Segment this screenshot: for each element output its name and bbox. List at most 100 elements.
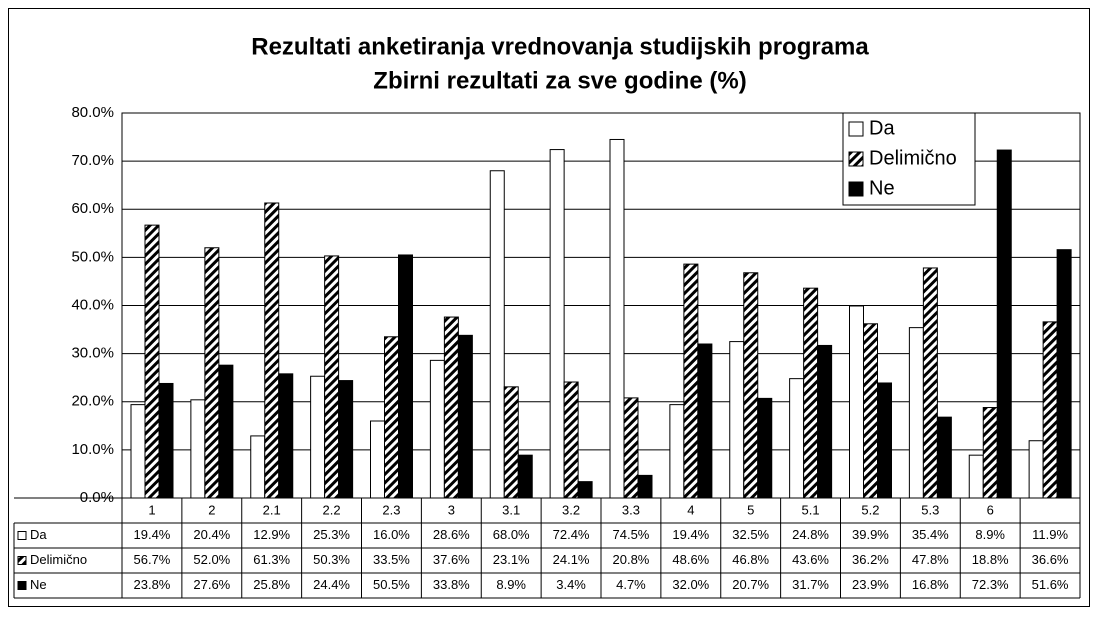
table-cell: 43.6% <box>792 552 829 567</box>
table-legend-key <box>17 556 27 565</box>
table-cell: 52.0% <box>193 552 230 567</box>
table-cell: 8.9% <box>496 577 526 592</box>
bar <box>443 316 459 499</box>
table-cell: 4.7% <box>616 577 646 592</box>
table-cell: 61.3% <box>253 552 290 567</box>
bar <box>489 170 505 499</box>
x-tick-label: 3.3 <box>622 502 640 517</box>
bar <box>517 454 533 499</box>
table-cell: 25.8% <box>253 577 290 592</box>
table-cell: 72.3% <box>972 577 1009 592</box>
table-cell: 50.5% <box>373 577 410 592</box>
bar <box>757 397 773 499</box>
bar <box>370 420 385 499</box>
bar <box>204 247 220 499</box>
chart-border <box>8 8 1090 607</box>
x-tick-label: 5.2 <box>861 502 879 517</box>
table-cell: 18.8% <box>972 552 1009 567</box>
table-cell: 35.4% <box>912 527 949 542</box>
legend-key <box>848 121 864 137</box>
bar <box>1056 249 1072 499</box>
bar <box>817 344 833 499</box>
bar <box>609 138 625 499</box>
bar <box>789 378 805 499</box>
table-cell: 20.4% <box>193 527 230 542</box>
legend-key <box>848 181 864 197</box>
table-cell: 68.0% <box>493 527 530 542</box>
bar <box>1028 440 1044 499</box>
table-cell: 23.8% <box>134 577 171 592</box>
bar <box>310 375 326 499</box>
y-tick-label: 60.0% <box>71 200 114 217</box>
y-tick-label: 70.0% <box>71 152 114 169</box>
x-tick-label: 2.1 <box>263 502 281 517</box>
y-tick-label: 80.0% <box>71 104 114 121</box>
y-tick-label: 40.0% <box>71 296 114 313</box>
bar <box>623 397 639 499</box>
bar <box>936 416 952 499</box>
table-series-name: Delimično <box>30 552 87 567</box>
bar <box>563 381 579 499</box>
table-cell: 3.4% <box>556 577 586 592</box>
table-cell: 72.4% <box>553 527 590 542</box>
table-cell: 36.6% <box>1032 552 1069 567</box>
bar <box>250 435 266 499</box>
table-series-name: Da <box>30 527 47 542</box>
x-tick-label: 4 <box>687 502 694 517</box>
bar <box>218 364 234 499</box>
x-tick-label: 6 <box>987 502 994 517</box>
bar <box>877 382 892 499</box>
table-legend-key <box>17 581 27 590</box>
table-cell: 16.8% <box>912 577 949 592</box>
bar <box>384 336 399 499</box>
bar <box>1042 321 1058 499</box>
bar <box>130 404 146 499</box>
bar <box>324 255 340 499</box>
table-cell: 12.9% <box>253 527 290 542</box>
y-tick-label: 50.0% <box>71 248 114 265</box>
table-cell: 19.4% <box>134 527 171 542</box>
table-cell: 48.6% <box>672 552 709 567</box>
table-cell: 24.8% <box>792 527 829 542</box>
table-cell: 36.2% <box>852 552 889 567</box>
bar <box>158 382 174 499</box>
bar <box>503 386 519 499</box>
legend-label: Delimično <box>869 147 957 169</box>
bar <box>278 373 294 499</box>
bar <box>908 327 924 499</box>
table-cell: 51.6% <box>1032 577 1069 592</box>
y-tick-label: 10.0% <box>71 441 114 458</box>
bar <box>637 474 653 499</box>
bar <box>803 287 819 499</box>
bar <box>669 404 685 499</box>
table-cell: 24.4% <box>313 577 350 592</box>
x-tick-label: 2.2 <box>323 502 341 517</box>
table-cell: 33.5% <box>373 552 410 567</box>
bar <box>849 305 864 499</box>
bar <box>549 149 565 499</box>
y-tick-label: 0.0% <box>80 489 114 506</box>
table-cell: 23.9% <box>852 577 889 592</box>
bar <box>996 149 1012 499</box>
table-cell: 46.8% <box>732 552 769 567</box>
table-cell: 50.3% <box>313 552 350 567</box>
bar <box>338 380 354 499</box>
bar <box>398 254 413 499</box>
legend-box <box>842 112 976 206</box>
bar <box>697 343 713 499</box>
table-series-name: Ne <box>30 577 47 592</box>
chart-title: Rezultati anketiranja vrednovanja studij… <box>251 33 869 60</box>
table-legend-key <box>17 531 27 540</box>
table-cell: 11.9% <box>1032 527 1068 542</box>
bar <box>264 202 280 499</box>
table-cell: 33.8% <box>433 577 470 592</box>
bar <box>863 323 878 499</box>
y-tick-label: 30.0% <box>71 345 114 362</box>
table-cell: 56.7% <box>134 552 171 567</box>
legend-key <box>848 151 864 167</box>
bar <box>429 359 445 499</box>
table-cell: 47.8% <box>912 552 949 567</box>
y-tick-label: 20.0% <box>71 393 114 410</box>
table-cell: 32.0% <box>672 577 709 592</box>
